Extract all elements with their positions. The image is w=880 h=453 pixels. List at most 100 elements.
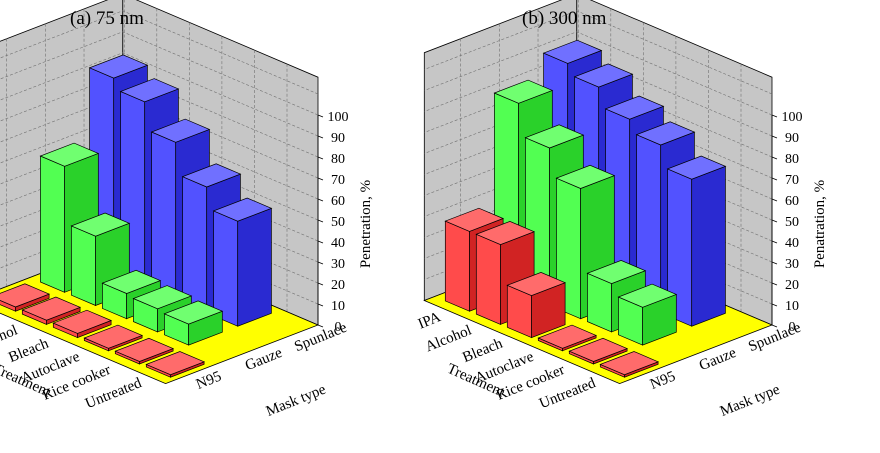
bar-face-top [119, 78, 180, 103]
z-tick [317, 282, 324, 286]
z-tick [317, 303, 324, 307]
bar-n95-untreated [145, 351, 206, 378]
mask-type-axis-title: Mask type [718, 381, 783, 420]
bar-gauze-rice-cooker [163, 300, 224, 346]
bar-face-top [524, 124, 585, 149]
bar-face-top [617, 283, 678, 308]
bar-face-top [573, 63, 634, 88]
bar-spunlace-rice-cooker [212, 197, 273, 327]
treatment-label: IPA [416, 309, 443, 332]
bar-face-left [444, 220, 470, 312]
z-tick-label: 30 [331, 257, 345, 272]
bar-face-top [666, 155, 727, 180]
z-tick-label: 50 [785, 215, 799, 230]
z-tick [317, 198, 324, 202]
panel-title: (b) 300 nm [522, 8, 607, 29]
bar-face-left [40, 155, 65, 293]
bar-face-top [132, 285, 193, 310]
bar-face-top [635, 121, 696, 146]
bar-face-top [506, 272, 567, 296]
z-tick-label: 60 [785, 194, 799, 209]
gridline-h [0, 10, 319, 95]
z-tick [317, 135, 324, 139]
z-tick-label: 90 [331, 131, 345, 146]
z-tick-label: 80 [331, 152, 345, 167]
bar-face-top [150, 118, 211, 143]
mask-type-axis-title: Mask type [264, 381, 329, 420]
z-tick [771, 135, 778, 139]
bar-face-top [493, 79, 554, 104]
bar-face-right [691, 165, 726, 327]
z-tick [771, 303, 778, 307]
bar-spunlace-rice-cooker [666, 155, 727, 327]
z-tick-label: 10 [331, 299, 345, 314]
gridline-h [0, 31, 319, 116]
mask-type-label: N95 [194, 368, 224, 393]
bar-n95-ipa [0, 283, 51, 312]
bar-face-top [599, 351, 660, 376]
bar-face-top [88, 54, 149, 79]
bar-face-top [537, 324, 598, 349]
z-tick [771, 177, 778, 181]
z-tick-label: 70 [785, 173, 799, 188]
bar-face-top [21, 296, 82, 321]
bar-gauze-rice-cooker [617, 283, 678, 346]
z-tick [317, 114, 324, 118]
bar-n95-bleach [506, 272, 567, 339]
z-tick-label: 80 [785, 152, 799, 167]
bar-n95-bleach [52, 309, 113, 339]
bar-face-top [101, 269, 162, 294]
bar-n95-alcohol [21, 296, 82, 325]
z-tick-label: 0 [335, 320, 342, 335]
mask-type-label: N95 [648, 368, 678, 393]
z-tick-label: 100 [782, 110, 803, 125]
z-tick [771, 261, 778, 265]
gridline-h [424, 10, 773, 95]
bar-face-top [39, 142, 100, 167]
bar-n95-rice-cooker [568, 337, 629, 365]
bar-face-top [70, 212, 131, 237]
z-tick [317, 324, 324, 328]
z-tick [317, 240, 324, 244]
z-tick-label: 90 [785, 131, 799, 146]
z-tick-label: 70 [331, 173, 345, 188]
z-tick-label: 50 [331, 215, 345, 230]
bar-n95-untreated [599, 351, 660, 378]
bar-n95-autoclave [83, 324, 144, 352]
bar-face-left [475, 233, 501, 325]
bar-face-top [163, 300, 224, 325]
bar-face-top [444, 207, 505, 232]
bar-face-right [237, 207, 272, 327]
z-tick [771, 324, 778, 328]
bar-face-top [475, 221, 536, 245]
z-tick [771, 156, 778, 160]
z-tick-label: 30 [785, 257, 799, 272]
bar-face-top [83, 324, 144, 349]
bar-face-top [212, 197, 273, 222]
z-tick [771, 114, 778, 118]
bar-face-top [555, 164, 616, 189]
z-tick [317, 219, 324, 223]
z-axis-title: Penetration, % [358, 180, 374, 268]
z-tick [317, 156, 324, 160]
bar-face-left [182, 176, 208, 314]
z-tick-label: 40 [331, 236, 345, 251]
bar-face-top [52, 309, 113, 334]
z-tick-label: 60 [331, 194, 345, 209]
z-tick [771, 240, 778, 244]
bar-n95-rice-cooker [114, 337, 175, 365]
z-tick-label: 0 [789, 320, 796, 335]
bar-face-top [145, 351, 206, 376]
bar-face-left [71, 225, 96, 307]
z-axis-title: Penatration, % [812, 180, 828, 268]
z-tick-label: 20 [785, 278, 799, 293]
bar-face-left [151, 131, 177, 301]
gridline-h [0, 52, 319, 137]
bar-face-top [181, 163, 242, 188]
bar-face-top [0, 283, 51, 308]
z-tick-label: 10 [785, 299, 799, 314]
gridline-h [424, 31, 773, 116]
